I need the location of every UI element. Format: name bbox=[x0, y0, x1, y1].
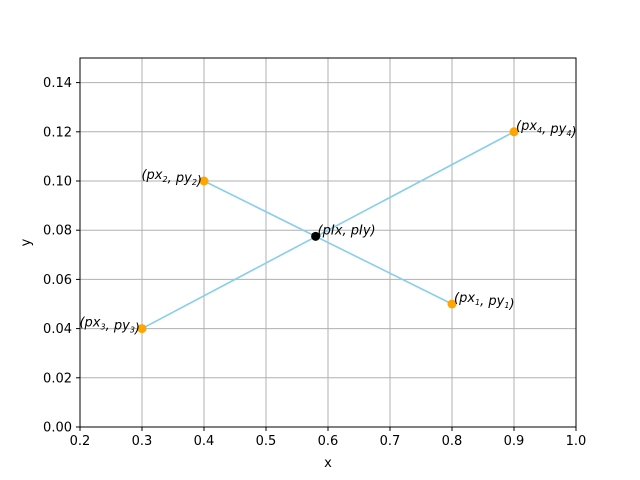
x-tick-label: 0.8 bbox=[442, 434, 463, 449]
axis-ticks: 0.2 0.3 0.4 0.5 0.6 0.7 0.8 0.9 1.0 0.00 0.02 0.04 0… bbox=[43, 76, 586, 449]
y-tick-label: 0.00 bbox=[43, 421, 72, 436]
x-tick-label: 0.3 bbox=[132, 434, 153, 449]
x-tick-label: 0.4 bbox=[194, 434, 215, 449]
x-tick-label: 0.5 bbox=[256, 434, 277, 449]
endpoint-marker-1 bbox=[447, 299, 457, 309]
x-tick-label: 0.2 bbox=[70, 434, 91, 449]
y-tick-label: 0.10 bbox=[43, 175, 72, 190]
x-axis-label: x bbox=[324, 456, 332, 471]
intersection-label: (pIx, pIy) bbox=[318, 223, 376, 238]
point-label: (px3, py3) bbox=[79, 316, 140, 337]
point-label: (px2, py2) bbox=[141, 168, 202, 189]
x-tick-label: 1.0 bbox=[566, 434, 587, 449]
point-label: (px1, py1) bbox=[454, 291, 515, 312]
y-axis-label: y bbox=[19, 238, 34, 246]
point-labels: (px1, py1) (px2, py2) (px3, py3) (px4, py4)… bbox=[79, 119, 576, 337]
y-tick-label: 0.02 bbox=[43, 371, 72, 386]
intersection-point bbox=[311, 231, 321, 241]
data-points bbox=[137, 127, 519, 334]
y-tick-label: 0.14 bbox=[43, 76, 72, 91]
x-tick-label: 0.9 bbox=[504, 434, 525, 449]
x-tick-label: 0.6 bbox=[318, 434, 339, 449]
endpoint-marker-2 bbox=[199, 176, 209, 186]
point-label: (px4, py4) bbox=[516, 119, 577, 140]
y-tick-label: 0.12 bbox=[43, 125, 72, 140]
series-line-2 bbox=[141, 131, 515, 330]
x-tick-label: 0.7 bbox=[380, 434, 401, 449]
series-line-1 bbox=[203, 180, 453, 305]
series-lines bbox=[141, 131, 515, 330]
y-tick-label: 0.04 bbox=[43, 322, 72, 337]
y-tick-label: 0.08 bbox=[43, 224, 72, 239]
endpoint-marker-4 bbox=[509, 127, 519, 137]
y-tick-label: 0.06 bbox=[43, 273, 72, 288]
endpoint-marker-3 bbox=[137, 324, 147, 334]
